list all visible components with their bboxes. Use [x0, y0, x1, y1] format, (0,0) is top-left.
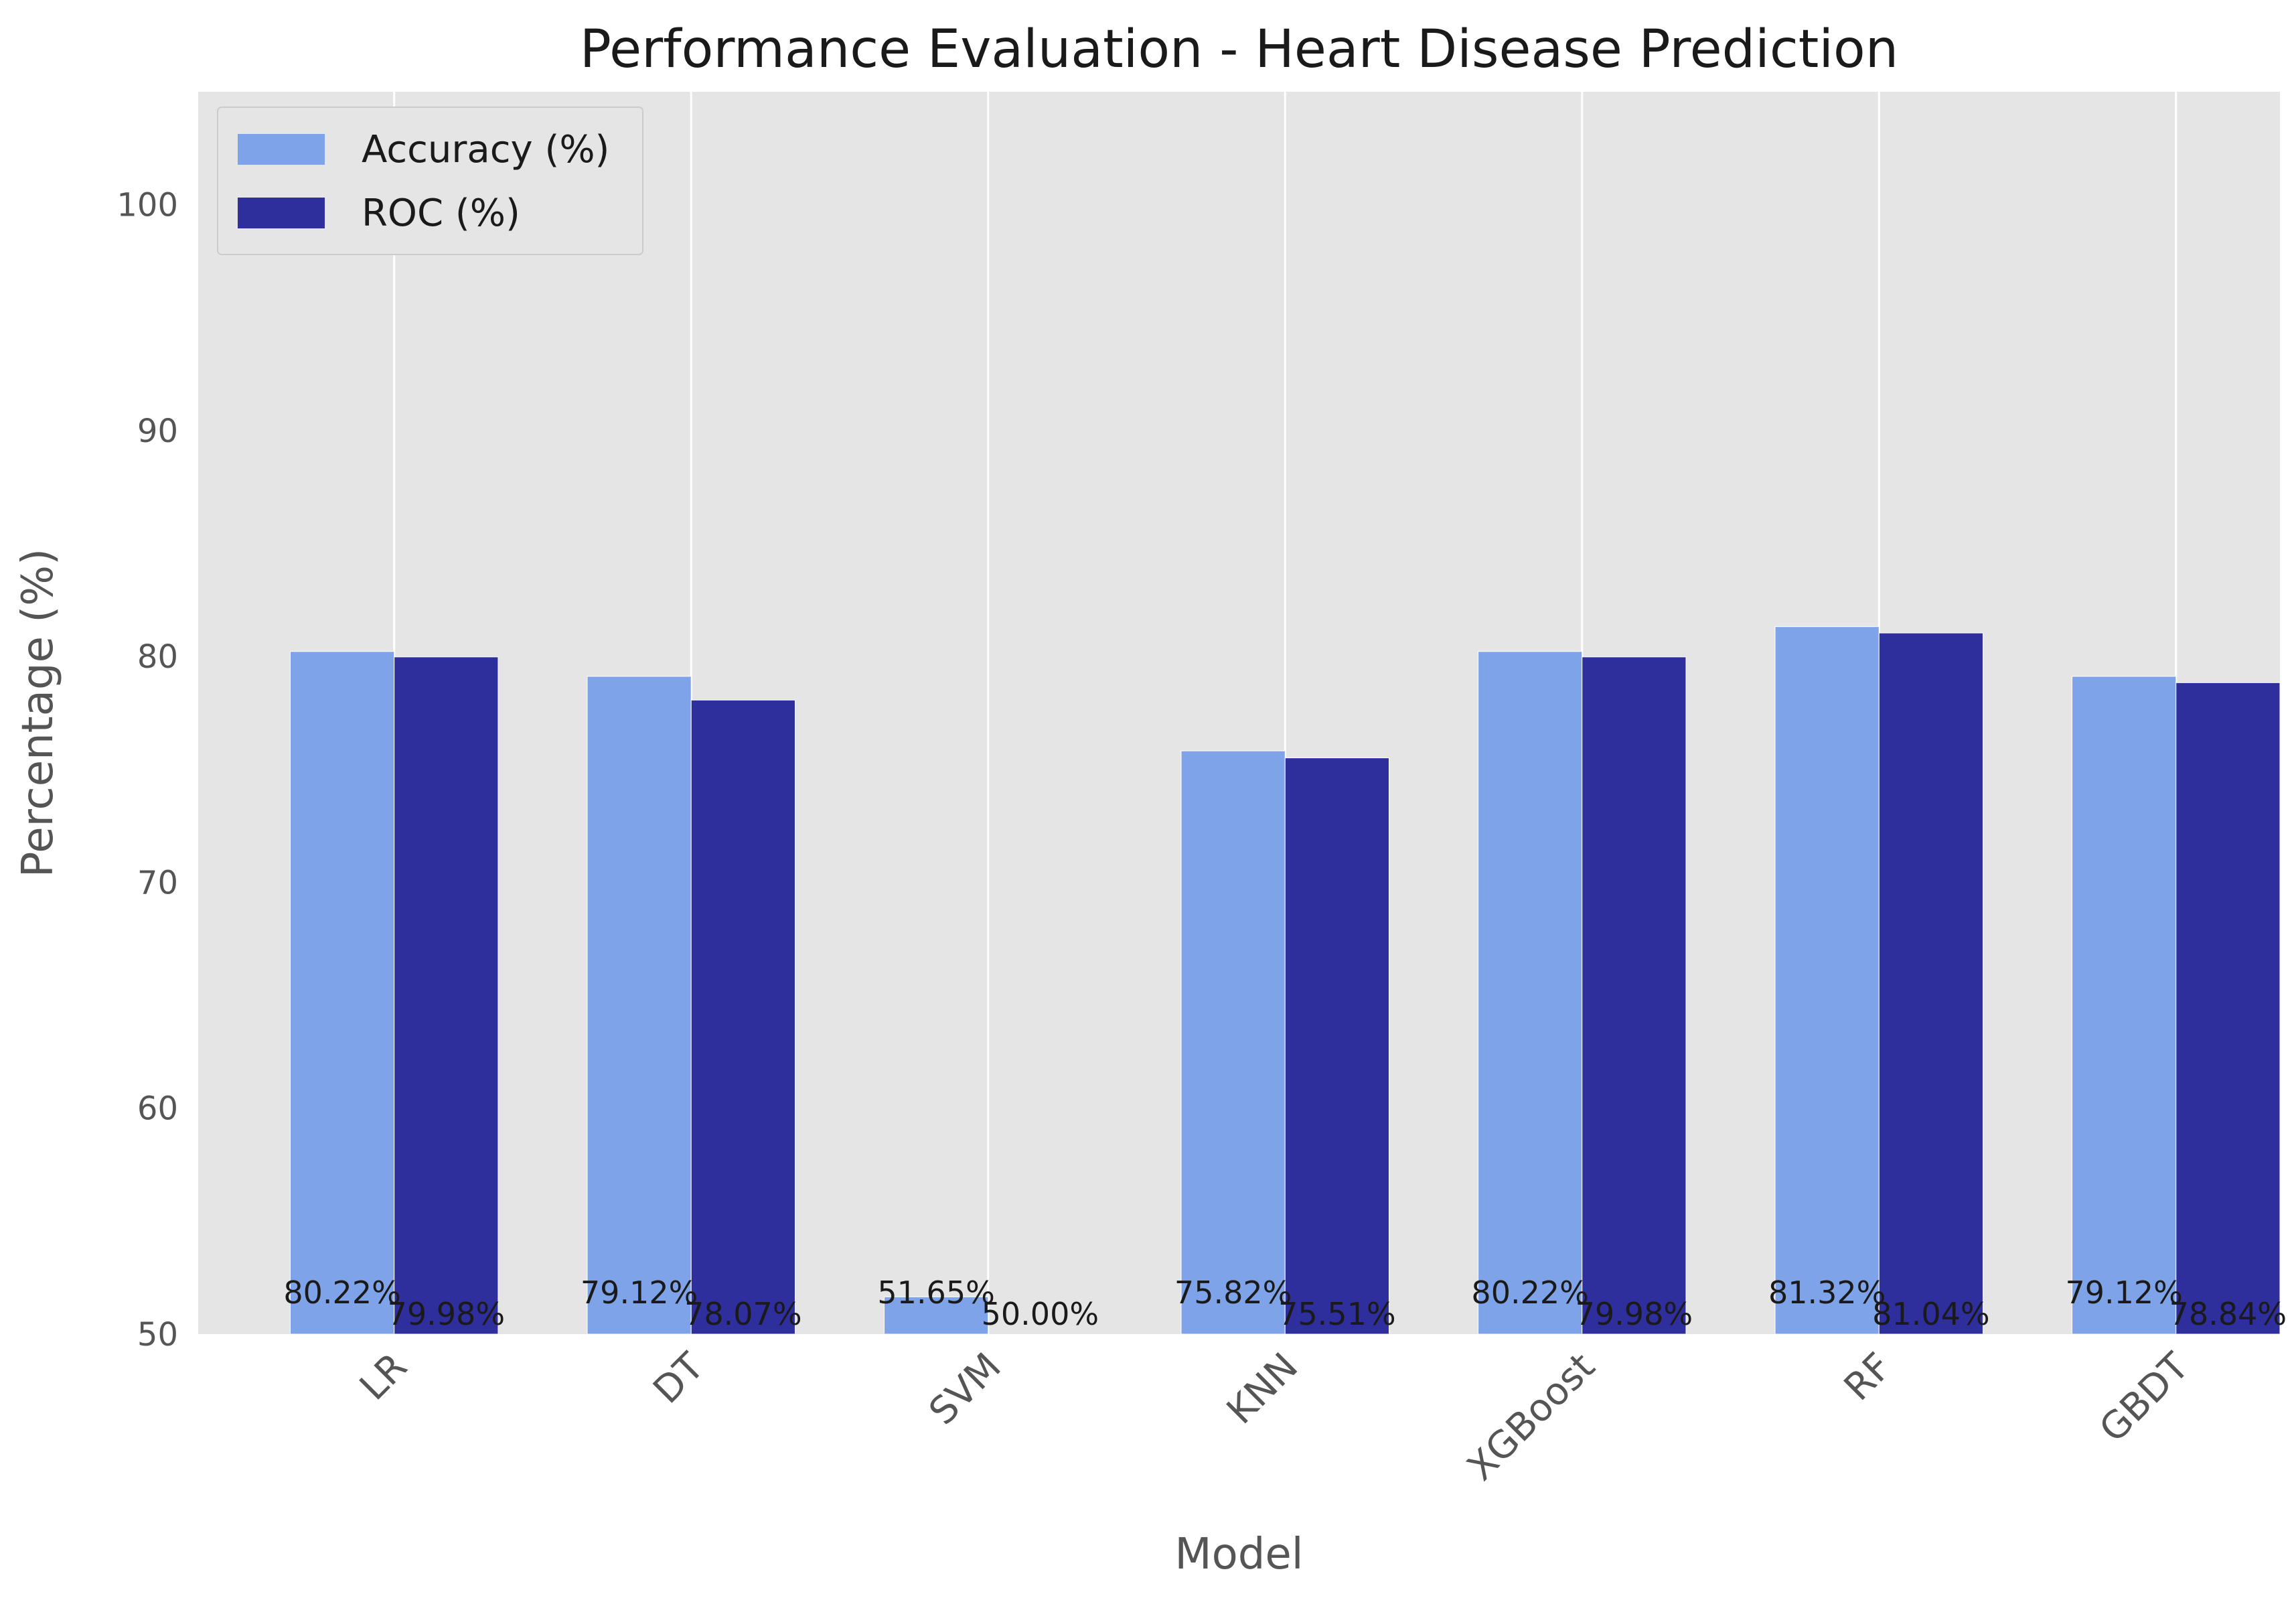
bar-accuracy-lr [289, 651, 395, 1335]
y-tick-label: 100 [117, 187, 178, 224]
data-label-roc-dt: 78.07% [684, 1296, 801, 1332]
bar-accuracy-dt [587, 676, 692, 1335]
chart-title: Performance Evaluation - Heart Disease P… [580, 19, 1898, 80]
data-label-roc-knn: 75.51% [1278, 1296, 1395, 1332]
data-label-roc-xgboost: 79.98% [1576, 1296, 1693, 1332]
data-label-accuracy-svm: 51.65% [877, 1275, 994, 1311]
y-tick-label: 90 [137, 413, 178, 450]
legend: Accuracy (%) ROC (%) [217, 106, 643, 255]
bars [289, 626, 2281, 1335]
data-label-accuracy-gbdt: 79.12% [2065, 1275, 2182, 1311]
legend-swatch-accuracy [238, 134, 325, 165]
bar-accuracy-xgboost [1478, 651, 1583, 1335]
legend-swatch-roc [238, 198, 325, 228]
data-label-roc-gbdt: 78.84% [2169, 1296, 2287, 1332]
bar-accuracy-knn [1180, 750, 1286, 1335]
y-tick-label: 70 [137, 864, 178, 901]
x-axis-title: Model [1174, 1530, 1303, 1579]
bar-roc-lr [394, 656, 499, 1335]
bar-roc-xgboost [1582, 656, 1687, 1335]
data-label-accuracy-lr: 80.22% [283, 1275, 400, 1311]
data-label-roc-rf: 81.04% [1872, 1296, 1989, 1332]
data-label-roc-lr: 79.98% [388, 1296, 505, 1332]
data-label-roc-svm: 50.00% [982, 1296, 1099, 1332]
bar-accuracy-rf [1774, 626, 1880, 1335]
data-label-accuracy-knn: 75.82% [1174, 1275, 1292, 1311]
bar-accuracy-gbdt [2072, 676, 2177, 1335]
bar-accuracy-svm [884, 1296, 989, 1335]
data-label-accuracy-rf: 81.32% [1768, 1275, 1886, 1311]
y-axis-title: Percentage (%) [13, 549, 63, 877]
bar-roc-rf [1878, 632, 1983, 1335]
data-label-accuracy-xgboost: 80.22% [1471, 1275, 1588, 1311]
y-tick-label: 60 [137, 1090, 178, 1128]
y-tick-label: 50 [137, 1316, 178, 1354]
bar-roc-dt [690, 699, 795, 1335]
legend-label-roc: ROC (%) [362, 192, 520, 235]
y-axis-ticks: 50 60 70 80 90 100 [117, 187, 178, 1354]
bar-roc-gbdt [2175, 682, 2281, 1335]
data-label-accuracy-dt: 79.12% [581, 1275, 698, 1311]
data-labels: 80.22% 79.12% 51.65% 75.82% 80.22% 81.32% 79.1… [283, 1275, 2287, 1332]
legend-label-accuracy: Accuracy (%) [362, 128, 609, 171]
bar-roc-knn [1284, 757, 1389, 1335]
y-tick-label: 80 [137, 638, 178, 676]
